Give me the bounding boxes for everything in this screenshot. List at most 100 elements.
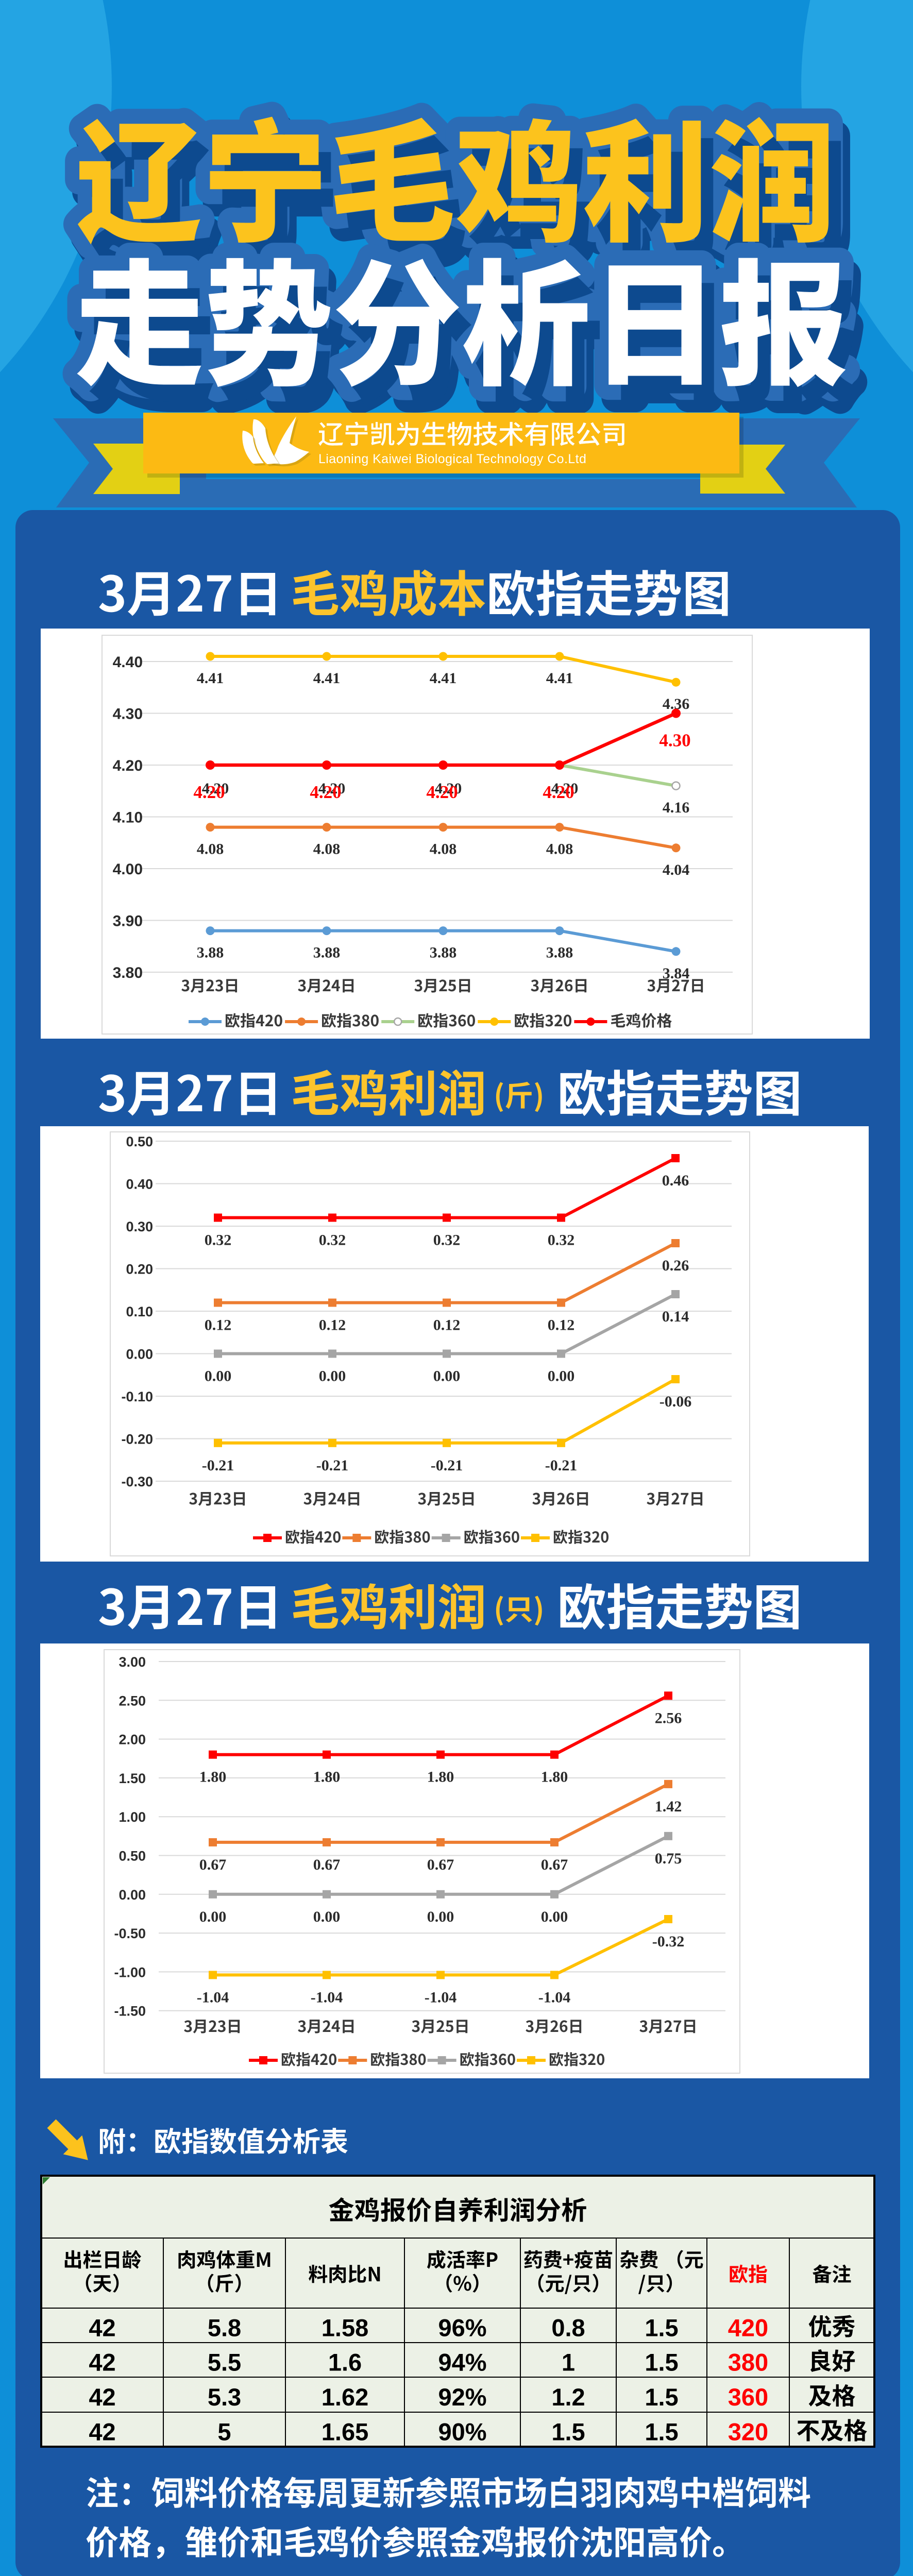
svg-text:4.08: 4.08 <box>313 841 341 858</box>
svg-text:4.00: 4.00 <box>113 861 143 878</box>
svg-text:-0.50: -0.50 <box>114 1926 146 1941</box>
svg-text:-0.32: -0.32 <box>652 1933 685 1950</box>
svg-text:-0.10: -0.10 <box>121 1389 153 1404</box>
svg-text:1.58: 1.58 <box>322 2314 368 2342</box>
svg-text:0.00: 0.00 <box>119 1887 146 1903</box>
svg-text:4.41: 4.41 <box>546 670 573 687</box>
svg-text:1.00: 1.00 <box>119 1809 146 1825</box>
svg-text:420: 420 <box>728 2314 768 2342</box>
svg-text:0.00: 0.00 <box>427 1908 454 1925</box>
svg-text:1.5: 1.5 <box>645 2418 678 2446</box>
svg-text:Liaoning Kaiwei Biological Tec: Liaoning Kaiwei Biological Technology Co… <box>318 452 586 466</box>
svg-text:3.88: 3.88 <box>197 944 224 961</box>
svg-text:94%: 94% <box>438 2349 486 2376</box>
svg-text:0.00: 0.00 <box>541 1908 568 1925</box>
svg-text:0.46: 0.46 <box>662 1172 689 1189</box>
svg-text:1.5: 1.5 <box>645 2383 678 2411</box>
svg-text:-0.21: -0.21 <box>202 1457 234 1474</box>
svg-text:4.30: 4.30 <box>659 731 690 751</box>
svg-text:0.00: 0.00 <box>319 1368 346 1385</box>
svg-text:96%: 96% <box>438 2314 486 2342</box>
svg-text:4.40: 4.40 <box>113 654 143 671</box>
svg-text:42: 42 <box>89 2349 115 2376</box>
svg-text:-1.04: -1.04 <box>311 1989 343 2006</box>
svg-text:4.20: 4.20 <box>113 757 143 774</box>
svg-text:0.32: 0.32 <box>319 1232 346 1249</box>
svg-text:4.16: 4.16 <box>663 799 690 816</box>
svg-text:0.67: 0.67 <box>541 1856 568 1873</box>
svg-text:1.42: 1.42 <box>655 1798 682 1815</box>
svg-text:92%: 92% <box>438 2383 486 2411</box>
svg-text:4.20: 4.20 <box>193 782 225 802</box>
svg-text:0.40: 0.40 <box>126 1177 153 1192</box>
svg-text:4.20: 4.20 <box>202 780 229 797</box>
svg-text:4.20: 4.20 <box>551 780 579 797</box>
svg-text:1.5: 1.5 <box>551 2418 585 2446</box>
svg-text:0.00: 0.00 <box>199 1908 227 1925</box>
svg-text:0.32: 0.32 <box>433 1232 461 1249</box>
svg-text:4.08: 4.08 <box>546 841 573 858</box>
svg-text:0.67: 0.67 <box>427 1856 454 1873</box>
svg-text:1.5: 1.5 <box>645 2314 678 2342</box>
svg-text:1.2: 1.2 <box>551 2383 585 2411</box>
svg-text:0.26: 0.26 <box>662 1257 689 1274</box>
svg-text:320: 320 <box>728 2418 768 2446</box>
svg-text:0.30: 0.30 <box>126 1219 153 1234</box>
svg-text:-1.04: -1.04 <box>425 1989 457 2006</box>
svg-text:1.80: 1.80 <box>199 1769 227 1786</box>
svg-text:90%: 90% <box>438 2418 486 2446</box>
svg-text:3.84: 3.84 <box>663 965 690 982</box>
svg-text:1.5: 1.5 <box>645 2349 678 2376</box>
svg-text:1: 1 <box>562 2349 575 2376</box>
svg-text:0.8: 0.8 <box>551 2314 585 2342</box>
svg-text:42: 42 <box>89 2314 115 2342</box>
svg-text:4.20: 4.20 <box>310 782 341 802</box>
svg-text:0.00: 0.00 <box>548 1368 575 1385</box>
svg-text:-0.06: -0.06 <box>660 1393 692 1410</box>
svg-text:4.30: 4.30 <box>113 706 143 723</box>
svg-text:5: 5 <box>217 2418 231 2446</box>
svg-text:4.08: 4.08 <box>430 841 457 858</box>
svg-text:0.67: 0.67 <box>199 1856 227 1873</box>
svg-text:-0.30: -0.30 <box>121 1474 153 1489</box>
svg-text:0.50: 0.50 <box>119 1849 146 1864</box>
svg-text:4.41: 4.41 <box>430 670 457 687</box>
svg-text:4.08: 4.08 <box>197 841 224 858</box>
svg-text:1.80: 1.80 <box>313 1769 341 1786</box>
svg-text:5.3: 5.3 <box>208 2383 241 2411</box>
svg-text:2.00: 2.00 <box>119 1732 146 1748</box>
svg-text:0.12: 0.12 <box>433 1317 461 1334</box>
svg-text:-1.04: -1.04 <box>538 1989 571 2006</box>
svg-text:5.5: 5.5 <box>208 2349 241 2376</box>
svg-text:4.10: 4.10 <box>113 809 143 826</box>
svg-text:42: 42 <box>89 2383 115 2411</box>
svg-text:0.00: 0.00 <box>205 1368 232 1385</box>
svg-text:5.8: 5.8 <box>208 2314 241 2342</box>
svg-text:0.12: 0.12 <box>205 1317 232 1334</box>
svg-text:380: 380 <box>728 2349 768 2376</box>
svg-text:1.62: 1.62 <box>322 2383 368 2411</box>
svg-text:0.20: 0.20 <box>126 1262 153 1277</box>
svg-text:-1.50: -1.50 <box>114 2004 146 2019</box>
svg-text:1.65: 1.65 <box>322 2418 368 2446</box>
svg-text:1.80: 1.80 <box>541 1769 568 1786</box>
svg-text:0.32: 0.32 <box>548 1232 575 1249</box>
svg-text:0.00: 0.00 <box>126 1347 153 1362</box>
svg-text:3.88: 3.88 <box>430 944 457 961</box>
svg-text:4.20: 4.20 <box>543 782 574 802</box>
svg-text:-1.00: -1.00 <box>114 1964 146 1980</box>
svg-text:4.41: 4.41 <box>313 670 341 687</box>
svg-text:2.56: 2.56 <box>655 1709 682 1726</box>
svg-text:0.14: 0.14 <box>662 1308 689 1325</box>
svg-text:0.67: 0.67 <box>313 1856 341 1873</box>
svg-text:1.50: 1.50 <box>119 1771 146 1786</box>
svg-text:4.20: 4.20 <box>318 780 346 797</box>
svg-text:0.10: 0.10 <box>126 1304 153 1319</box>
svg-text:0.12: 0.12 <box>548 1317 575 1334</box>
svg-text:4.04: 4.04 <box>663 861 690 878</box>
svg-text:3.88: 3.88 <box>546 944 573 961</box>
svg-text:0.00: 0.00 <box>313 1908 341 1925</box>
svg-text:1.80: 1.80 <box>427 1769 454 1786</box>
svg-text:0.75: 0.75 <box>655 1850 682 1867</box>
svg-text:-0.20: -0.20 <box>121 1432 153 1447</box>
